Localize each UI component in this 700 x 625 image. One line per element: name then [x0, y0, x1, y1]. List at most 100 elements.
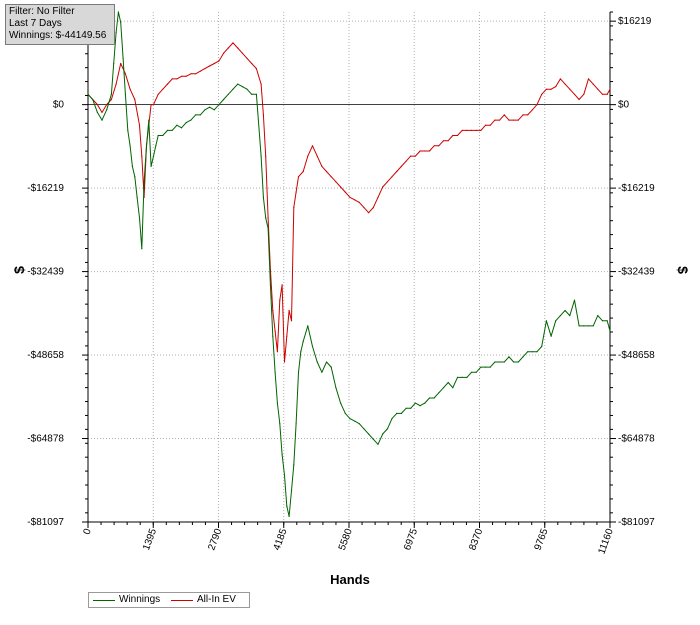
winnings-point: [541, 345, 543, 348]
winnings-point: [274, 371, 276, 373]
x-tick-label: 4185: [272, 527, 290, 552]
allin-ev-point: [573, 93, 576, 95]
winnings-point: [433, 397, 435, 399]
winnings-point: [597, 315, 599, 317]
allin-ev-point: [283, 361, 286, 363]
winnings-point: [592, 325, 594, 327]
winnings-point: [609, 330, 611, 332]
allin-ev-point: [569, 88, 571, 90]
winnings-point: [122, 57, 124, 59]
allin-ev-point: [237, 47, 239, 49]
allin-ev-point: [180, 75, 183, 77]
allin-ev-point: [583, 93, 585, 95]
allin-ev-point: [141, 155, 143, 157]
winnings-point: [527, 351, 529, 353]
winnings-point: [265, 217, 267, 219]
filter-line: Filter: No Filter: [9, 6, 75, 17]
allin-ev-point: [410, 155, 412, 157]
allin-ev-point: [447, 140, 449, 142]
allin-ev-point: [251, 62, 253, 65]
allin-ev-point: [106, 104, 108, 106]
allin-ev-point: [508, 119, 510, 121]
winnings-point: [494, 361, 496, 363]
winnings-point: [419, 405, 421, 407]
allin-ev-point: [550, 88, 552, 90]
allin-ev-point: [316, 155, 318, 157]
winnings-point: [272, 335, 274, 337]
allin-ev-point: [419, 150, 421, 152]
winnings-point: [400, 412, 402, 414]
allin-ev-point: [405, 160, 407, 162]
allin-ev-point: [199, 70, 201, 72]
winnings-point: [143, 181, 145, 183]
allin-ev-point: [587, 78, 590, 80]
winnings-point: [583, 325, 585, 327]
winnings-point: [131, 165, 133, 167]
allin-ev-point: [274, 330, 276, 332]
allin-ev-point: [428, 150, 431, 152]
winnings-line: Winnings: $-44149.56: [9, 30, 107, 41]
allin-ev-point: [311, 145, 314, 147]
winnings-point: [330, 366, 332, 368]
allin-ev-point: [190, 73, 192, 75]
series-layer: [87, 11, 611, 518]
allin-ev-point: [606, 93, 608, 95]
allin-ev-point: [391, 176, 393, 178]
allin-ev-point: [330, 176, 332, 178]
winnings-point: [171, 129, 173, 131]
winnings-point: [485, 366, 487, 368]
winnings-point: [513, 361, 515, 363]
winnings-point: [587, 325, 590, 327]
allin-ev-point: [499, 119, 501, 121]
winnings-point: [281, 454, 283, 456]
allin-ev-point: [279, 299, 281, 301]
winnings-point: [87, 93, 89, 95]
allin-ev-point: [340, 186, 342, 188]
allin-ev-point: [396, 170, 398, 173]
allin-ev-point: [433, 145, 435, 147]
winnings-point: [209, 106, 211, 108]
winnings-point: [155, 145, 157, 147]
y-tick-label-left: -$81097: [27, 517, 64, 528]
allin-ev-point: [382, 186, 384, 188]
x-tick-label: 9765: [533, 527, 551, 552]
allin-ev-point: [232, 42, 234, 44]
y-tick-label-right: $0: [618, 100, 630, 111]
winnings-point: [522, 356, 524, 358]
winnings-point: [283, 474, 286, 476]
allin-ev-point: [517, 119, 519, 121]
legend-swatch-winnings: [93, 600, 115, 601]
winnings-point: [321, 371, 323, 373]
winnings-point: [106, 109, 108, 111]
allin-ev-point: [120, 62, 122, 65]
winnings-point: [232, 88, 234, 90]
winnings-point: [470, 371, 473, 373]
winnings-point: [129, 145, 131, 147]
winnings-point: [438, 392, 440, 394]
winnings-point: [349, 418, 351, 420]
allin-ev-point: [424, 150, 426, 152]
winnings-point: [185, 122, 187, 124]
y-tick-label-left: $0: [53, 100, 65, 111]
allin-ev-point: [246, 57, 248, 59]
allin-ev-point: [260, 83, 262, 85]
y-tick-label-right: -$48658: [618, 350, 655, 361]
winnings-point: [316, 361, 318, 363]
winnings-point: [410, 407, 412, 409]
winnings-point: [424, 402, 426, 404]
winnings-point: [372, 438, 374, 440]
allin-ev-point: [485, 124, 487, 126]
legend-label-winnings: Winnings: [119, 594, 161, 605]
allin-ev-point: [262, 114, 264, 116]
allin-ev-point: [400, 165, 402, 167]
winnings-point: [335, 387, 337, 389]
allin-ev-point: [349, 196, 351, 198]
winnings-point: [517, 361, 519, 363]
allin-ev-point: [601, 93, 604, 95]
grid-layer: [88, 12, 610, 522]
allin-ev-point: [442, 140, 445, 142]
allin-ev-point: [609, 88, 611, 90]
period-line: Last 7 Days: [9, 18, 62, 29]
winnings-point: [503, 361, 505, 363]
